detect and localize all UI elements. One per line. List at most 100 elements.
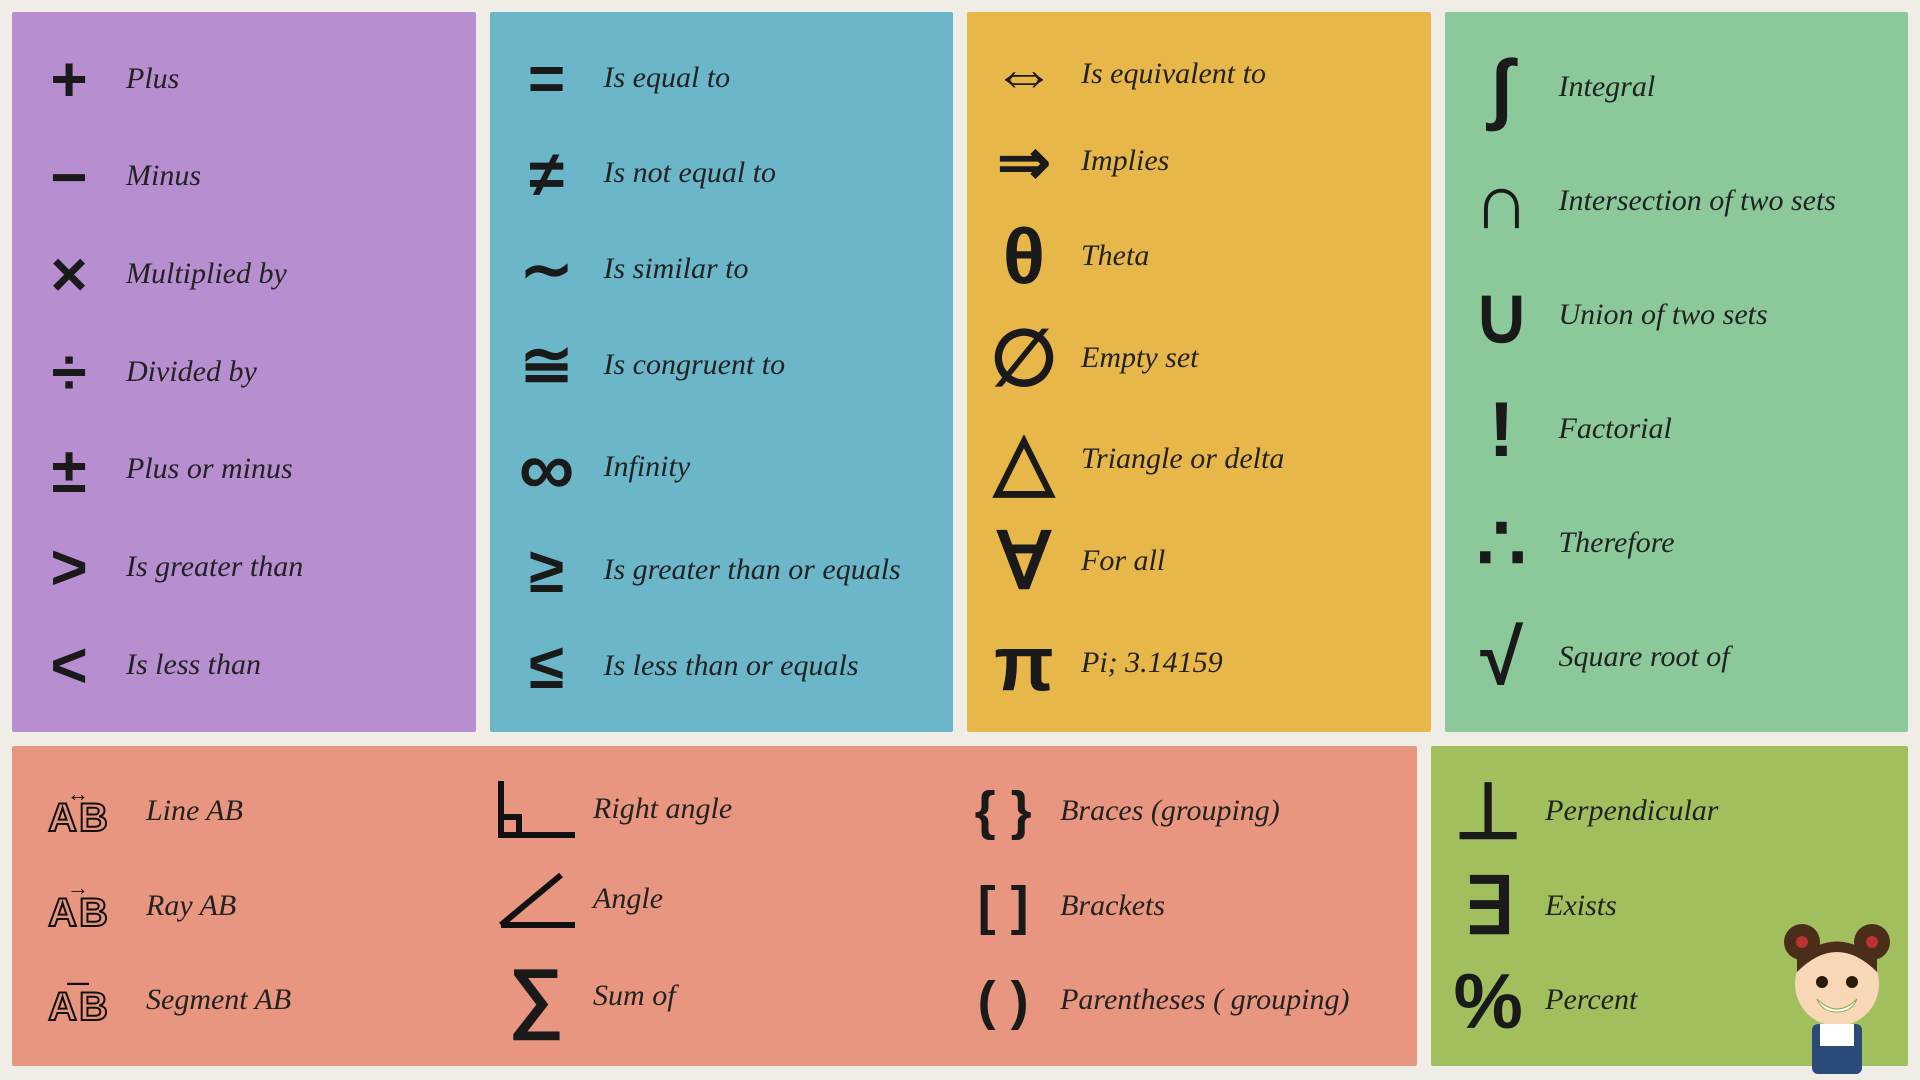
symbol-segment-ab: —AB [24, 976, 134, 1025]
row-brackets: [ ] Brackets [958, 878, 1405, 934]
row-notequal: ≠ Is not equal to [502, 142, 942, 206]
label-ray-ab: Ray AB [146, 889, 236, 924]
label-similar: Is similar to [604, 252, 749, 287]
top-row: +Plus −Minus ×Multiplied by ÷Divided by … [12, 12, 1908, 732]
symbol-line-ab: ↔AB [24, 787, 134, 836]
symbol-congruent: ≅ [502, 333, 592, 397]
symbol-pi: π [979, 624, 1069, 702]
symbol-intersection: ∩ [1457, 162, 1547, 240]
row-gte: ≥Is greater than or equals [502, 538, 942, 602]
label-equal: Is equal to [604, 61, 731, 96]
label-greater: Is greater than [126, 550, 303, 585]
symbol-divide: ÷ [24, 340, 114, 404]
row-right-angle: Right angle [491, 777, 938, 841]
panel-yellow: ⇔Is equivalent to ⇒Implies θ Theta ∅ Empty… [967, 12, 1431, 732]
label-angle: Angle [593, 882, 663, 917]
label-union: Union of two sets [1559, 298, 1768, 333]
row-plus: + Plus [24, 47, 464, 111]
label-congruent: Is congruent to [604, 348, 786, 383]
symbol-perp: ⊥ [1443, 772, 1533, 850]
symbol-therefore: ∴ [1457, 504, 1547, 582]
row-parens: ( ) Parentheses ( grouping) [958, 973, 1405, 1029]
row-forall: ∀For all [979, 522, 1419, 600]
row-factorial: ! Factorial [1457, 390, 1897, 468]
panel-olive: ⊥Perpendicular ∃Exists %Percent [1431, 746, 1908, 1066]
row-emptyset: ∅ Empty set [979, 319, 1419, 397]
symbol-brackets: [ ] [958, 879, 1048, 933]
symbol-delta: △ [979, 421, 1069, 499]
coral-grid: ↔AB Line AB →AB Ray AB —AB Segment AB Ri… [24, 764, 1405, 1048]
row-implies: ⇒Implies [979, 130, 1419, 194]
row-greater: >Is greater than [24, 535, 464, 599]
symbol-percent: % [1443, 962, 1533, 1040]
row-pi: π Pi; 3.14159 [979, 624, 1419, 702]
label-parens: Parentheses ( grouping) [1060, 983, 1349, 1018]
label-therefore: Therefore [1559, 526, 1675, 561]
label-implies: Implies [1081, 144, 1169, 179]
label-theta: Theta [1081, 239, 1149, 274]
symbol-emptyset: ∅ [979, 319, 1069, 397]
symbol-exists: ∃ [1443, 867, 1533, 945]
label-segment-ab: Segment AB [146, 983, 291, 1018]
row-plusminus: ± Plus or minus [24, 438, 464, 502]
panel-green: ∫ Integral ∩ Intersection of two sets ∪ Uni… [1445, 12, 1909, 732]
label-percent: Percent [1545, 983, 1637, 1018]
label-divide: Divided by [126, 355, 257, 390]
symbol-integral: ∫ [1457, 48, 1547, 126]
row-angle: Angle [491, 867, 938, 931]
label-plus: Plus [126, 62, 179, 97]
row-sum: ∑ Sum of [491, 957, 938, 1035]
row-delta: △Triangle or delta [979, 421, 1419, 499]
row-line-ab: ↔AB Line AB [24, 783, 471, 839]
row-sqrt: √ Square root of [1457, 618, 1897, 696]
symbol-plus: + [24, 47, 114, 111]
label-perp: Perpendicular [1545, 794, 1718, 829]
symbol-minus: − [24, 145, 114, 209]
symbol-sum: ∑ [491, 957, 581, 1035]
row-divide: ÷ Divided by [24, 340, 464, 404]
panel-purple: +Plus −Minus ×Multiplied by ÷Divided by … [12, 12, 476, 732]
symbol-lte: ≤ [502, 634, 592, 698]
symbol-theta: θ [979, 217, 1069, 295]
label-integral: Integral [1559, 70, 1656, 105]
row-theta: θ Theta [979, 217, 1419, 295]
symbol-multiply: × [24, 242, 114, 306]
symbol-ray-ab: →AB [24, 881, 134, 930]
label-lte: Is less than or equals [604, 649, 859, 684]
symbol-union: ∪ [1457, 276, 1547, 354]
panel-coral: ↔AB Line AB →AB Ray AB —AB Segment AB Ri… [12, 746, 1417, 1066]
label-multiply: Multiplied by [126, 257, 287, 292]
row-integral: ∫ Integral [1457, 48, 1897, 126]
label-brackets: Brackets [1060, 889, 1165, 924]
symbol-plusminus: ± [24, 438, 114, 502]
row-segment-ab: —AB Segment AB [24, 973, 471, 1029]
label-pi: Pi; 3.14159 [1081, 646, 1223, 681]
label-plusminus: Plus or minus [126, 452, 293, 487]
label-intersection: Intersection of two sets [1559, 184, 1836, 219]
symbol-parens: ( ) [958, 974, 1048, 1028]
symbol-factorial: ! [1457, 390, 1547, 468]
label-less: Is less than [126, 648, 261, 683]
symbol-similar: ∼ [502, 237, 592, 301]
coral-col-3: { }Braces (grouping) [ ]Brackets ( )Pare… [958, 764, 1405, 1048]
label-notequal: Is not equal to [604, 156, 777, 191]
label-forall: For all [1081, 544, 1165, 579]
row-minus: −Minus [24, 145, 464, 209]
row-less: < Is less than [24, 633, 464, 697]
text-line-ab: AB [48, 800, 110, 836]
symbol-notequal: ≠ [502, 142, 592, 206]
coral-col-2: Right angle Angle ∑ Sum of [491, 764, 938, 1048]
symbol-less: < [24, 633, 114, 697]
label-infinity: Infinity [604, 450, 691, 485]
symbol-sqrt: √ [1457, 618, 1547, 696]
row-equiv: ⇔Is equivalent to [979, 42, 1419, 106]
row-therefore: ∴ Therefore [1457, 504, 1897, 582]
label-factorial: Factorial [1559, 412, 1672, 447]
label-sqrt: Square root of [1559, 640, 1730, 675]
label-minus: Minus [126, 159, 201, 194]
row-multiply: × Multiplied by [24, 242, 464, 306]
bottom-row: ↔AB Line AB →AB Ray AB —AB Segment AB Ri… [12, 746, 1908, 1066]
label-braces: Braces (grouping) [1060, 794, 1280, 829]
label-emptyset: Empty set [1081, 341, 1198, 376]
label-equiv: Is equivalent to [1081, 57, 1266, 92]
